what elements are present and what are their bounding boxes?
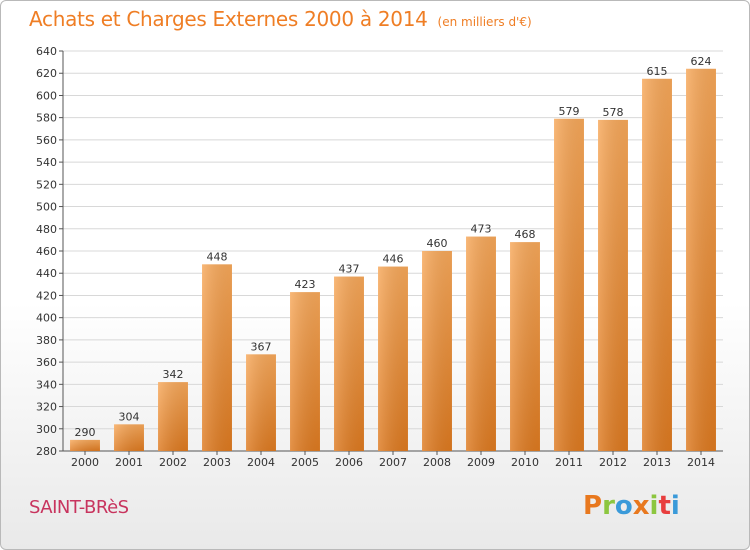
x-tick-label: 2000 (71, 456, 99, 469)
y-tick-label: 620 (36, 67, 57, 80)
y-tick-label: 560 (36, 134, 57, 147)
y-tick-label: 320 (36, 401, 57, 414)
x-tick-label: 2003 (203, 456, 231, 469)
bar-shade (202, 264, 232, 451)
bar-shade (378, 266, 408, 451)
place-name: SAINT-BRèS (29, 497, 129, 518)
x-tick-label: 2006 (335, 456, 363, 469)
x-tick-label: 2014 (687, 456, 715, 469)
x-tick-label: 2008 (423, 456, 451, 469)
chart-title-text: Achats et Charges Externes 2000 à 2014 (29, 7, 428, 31)
data-label: 468 (515, 228, 536, 241)
y-tick-label: 640 (36, 45, 57, 58)
bar-shade (422, 251, 452, 451)
x-tick-label: 2013 (643, 456, 671, 469)
bar-shade (554, 118, 584, 452)
bar-shade (290, 292, 320, 451)
y-tick-label: 480 (36, 223, 57, 236)
y-tick-label: 340 (36, 378, 57, 391)
bar-shade (114, 424, 144, 451)
logo-letter: P (583, 491, 603, 521)
y-tick-label: 280 (36, 445, 57, 458)
x-tick-label: 2001 (115, 456, 143, 469)
data-label: 615 (647, 65, 668, 78)
y-tick-label: 600 (36, 89, 57, 102)
data-label: 423 (295, 278, 316, 291)
logo-letter: r (602, 491, 615, 521)
data-label: 624 (691, 55, 712, 68)
bar-shade (510, 242, 540, 451)
chart-title: Achats et Charges Externes 2000 à 2014 (e… (29, 7, 532, 31)
x-tick-label: 2004 (247, 456, 275, 469)
bar-shade (70, 439, 100, 451)
bar-shade (466, 236, 496, 451)
bar-shade (158, 382, 188, 451)
x-tick-label: 2007 (379, 456, 407, 469)
x-tick-label: 2010 (511, 456, 539, 469)
logo-letter: i (670, 491, 680, 521)
data-label: 437 (339, 263, 360, 276)
bar-shade (642, 78, 672, 452)
y-tick-label: 580 (36, 112, 57, 125)
y-tick-label: 300 (36, 423, 57, 436)
y-tick-label: 400 (36, 312, 57, 325)
bar-shade (334, 276, 364, 451)
y-tick-label: 520 (36, 178, 57, 191)
data-label: 578 (603, 106, 624, 119)
x-tick-label: 2011 (555, 456, 583, 469)
data-label: 579 (559, 105, 580, 118)
y-tick-label: 420 (36, 289, 57, 302)
x-tick-label: 2002 (159, 456, 187, 469)
data-label: 473 (471, 223, 492, 236)
y-tick-label: 460 (36, 245, 57, 258)
chart-unit: (en milliers d'€) (437, 15, 532, 29)
x-tick-label: 2005 (291, 456, 319, 469)
bar-shade (686, 68, 716, 452)
data-label: 367 (251, 340, 272, 353)
data-label: 448 (207, 250, 228, 263)
proxiti-logo: Proxiti (583, 491, 680, 521)
data-label: 446 (383, 253, 404, 266)
data-label: 304 (119, 410, 140, 423)
bar-shade (598, 119, 628, 451)
logo-letter: t (658, 491, 671, 521)
y-tick-label: 360 (36, 356, 57, 369)
logo-letter: i (649, 491, 659, 521)
x-tick-label: 2009 (467, 456, 495, 469)
data-label: 460 (427, 237, 448, 250)
logo-letter: o (614, 491, 633, 521)
y-tick-label: 500 (36, 201, 57, 214)
logo-letter: x (632, 491, 650, 521)
y-tick-label: 540 (36, 156, 57, 169)
data-label: 290 (75, 426, 96, 439)
data-label: 342 (163, 368, 184, 381)
y-tick-label: 440 (36, 267, 57, 280)
y-tick-label: 380 (36, 334, 57, 347)
x-tick-label: 2012 (599, 456, 627, 469)
bar-shade (246, 354, 276, 451)
